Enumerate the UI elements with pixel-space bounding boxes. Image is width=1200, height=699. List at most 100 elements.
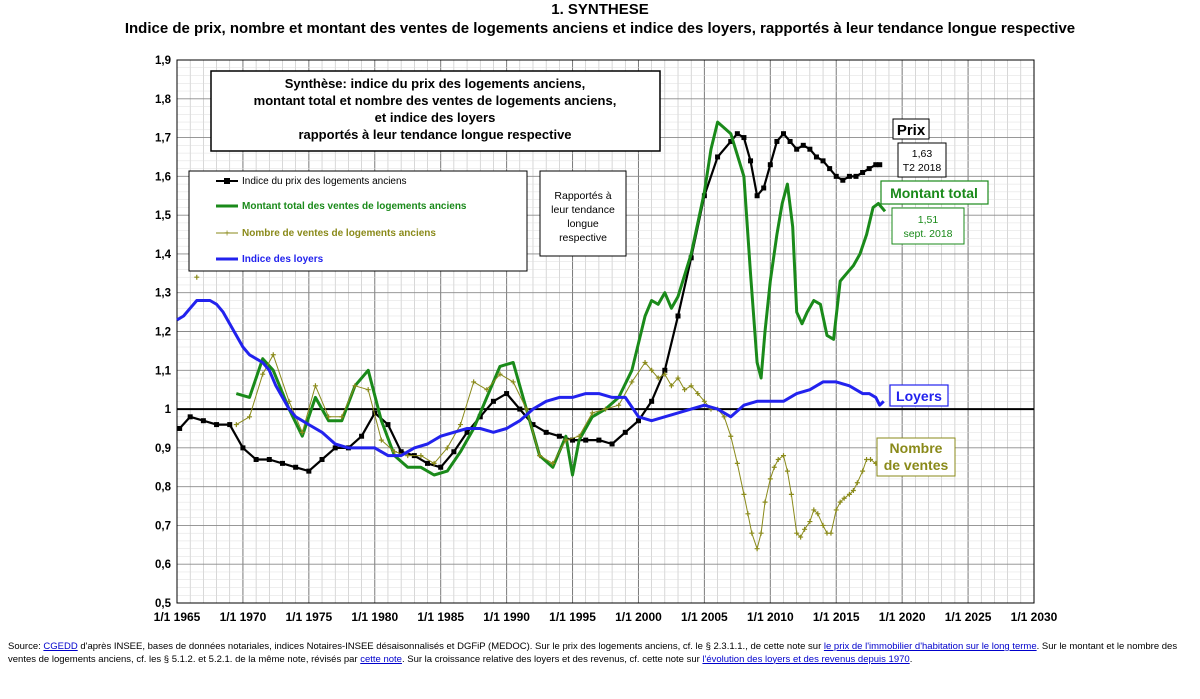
data-point bbox=[279, 460, 285, 466]
x-tick-label: 1/1 2000 bbox=[615, 610, 662, 624]
data-point bbox=[860, 169, 866, 175]
prix-immobilier-link[interactable]: le prix de l'immobilier d'habitation sur… bbox=[823, 641, 1037, 652]
data-point bbox=[464, 429, 470, 435]
data-point bbox=[811, 507, 817, 513]
source-note: Source: CGEDD d'après INSEE, bases de do… bbox=[8, 641, 1188, 666]
loyers-revenus-link[interactable]: l'évolution des loyers et des revenus de… bbox=[702, 653, 910, 665]
chart-title-line: montant total et nombre des ventes de lo… bbox=[254, 93, 617, 108]
data-point bbox=[517, 406, 523, 412]
data-point bbox=[762, 499, 768, 505]
data-point bbox=[675, 313, 681, 319]
data-point bbox=[798, 534, 804, 540]
data-point bbox=[828, 530, 834, 536]
data-point bbox=[444, 445, 450, 451]
data-point bbox=[741, 135, 747, 141]
x-tick-label: 1/1 1985 bbox=[417, 610, 464, 624]
x-tick-label: 1/1 2025 bbox=[945, 610, 992, 624]
data-point bbox=[846, 173, 852, 179]
y-tick-label: 1,7 bbox=[155, 133, 171, 145]
legend-entry-loyers: Indice des loyers bbox=[242, 254, 324, 265]
data-point bbox=[398, 449, 404, 455]
legend-marker-square bbox=[224, 178, 230, 184]
data-point bbox=[787, 138, 793, 144]
data-point bbox=[827, 166, 833, 172]
side-note-box: Rapportés à leur tendance longue respect… bbox=[539, 170, 627, 257]
data-point bbox=[668, 383, 674, 389]
chart-legend: Indice du prix des logements anciens Mon… bbox=[188, 170, 528, 272]
cgedd-link[interactable]: CGEDD bbox=[43, 641, 78, 652]
data-point bbox=[728, 433, 734, 439]
data-point bbox=[761, 185, 767, 191]
x-tick-label: 1/1 2030 bbox=[1011, 610, 1058, 624]
source-text-3: . Sur la croissance relative des loyers … bbox=[401, 653, 703, 665]
data-point bbox=[854, 480, 860, 486]
data-point bbox=[662, 371, 668, 377]
data-point bbox=[339, 414, 345, 420]
plot-border bbox=[176, 59, 1035, 604]
data-point bbox=[745, 511, 751, 517]
series-line bbox=[176, 299, 885, 458]
data-point bbox=[484, 387, 490, 393]
data-point bbox=[837, 499, 843, 505]
chart-series bbox=[176, 120, 888, 552]
data-point bbox=[622, 429, 628, 435]
data-point bbox=[662, 367, 668, 373]
x-tick-label: 1/1 2015 bbox=[813, 610, 860, 624]
data-point bbox=[807, 146, 813, 152]
data-point bbox=[815, 511, 821, 517]
data-point bbox=[794, 146, 800, 152]
y-tick-label: 0,5 bbox=[155, 598, 172, 610]
series-2 bbox=[194, 274, 888, 552]
label-prix: Prix bbox=[897, 122, 926, 139]
data-point bbox=[200, 418, 206, 424]
data-point bbox=[734, 131, 740, 137]
data-point bbox=[649, 367, 655, 373]
data-point bbox=[523, 406, 529, 412]
data-point bbox=[873, 162, 879, 168]
data-point bbox=[359, 433, 365, 439]
data-point bbox=[841, 495, 847, 501]
side-note-line: respective bbox=[559, 232, 607, 244]
data-point bbox=[780, 453, 786, 459]
data-point bbox=[365, 387, 371, 393]
data-point bbox=[332, 445, 338, 451]
data-point bbox=[270, 352, 276, 358]
y-tick-label: 0,7 bbox=[155, 520, 171, 532]
label-nombre-line2: de ventes bbox=[884, 457, 949, 473]
data-point bbox=[860, 468, 866, 474]
data-point bbox=[741, 491, 747, 497]
data-point bbox=[833, 507, 839, 513]
data-point bbox=[194, 274, 200, 280]
data-point bbox=[457, 422, 463, 428]
data-point bbox=[721, 414, 727, 420]
data-point bbox=[688, 383, 694, 389]
x-tick-label: 1/1 1975 bbox=[285, 610, 332, 624]
side-note-line: leur tendance bbox=[551, 204, 615, 216]
data-point bbox=[833, 173, 839, 179]
data-point bbox=[214, 422, 220, 428]
data-point bbox=[853, 173, 859, 179]
data-point bbox=[563, 437, 569, 443]
data-point bbox=[405, 453, 411, 459]
data-point bbox=[820, 522, 826, 528]
x-tick-label: 1/1 1965 bbox=[154, 610, 201, 624]
data-point bbox=[286, 398, 292, 404]
cette-note-link[interactable]: cette note bbox=[360, 653, 402, 665]
label-prix-date: T2 2018 bbox=[903, 162, 942, 174]
label-prix-value: 1,63 bbox=[912, 148, 933, 160]
data-point bbox=[728, 138, 734, 144]
data-point bbox=[784, 468, 790, 474]
data-point bbox=[326, 414, 332, 420]
data-point bbox=[550, 460, 556, 466]
data-point bbox=[556, 433, 562, 439]
data-point bbox=[451, 449, 457, 455]
data-point bbox=[734, 460, 740, 466]
y-tick-label: 1,9 bbox=[155, 55, 171, 67]
data-point bbox=[530, 422, 536, 428]
y-tick-label: 1,1 bbox=[155, 365, 172, 377]
data-point bbox=[431, 460, 437, 466]
label-montant-date: sept. 2018 bbox=[903, 228, 952, 240]
data-point bbox=[850, 488, 856, 494]
data-point bbox=[247, 414, 253, 420]
data-point bbox=[649, 398, 655, 404]
